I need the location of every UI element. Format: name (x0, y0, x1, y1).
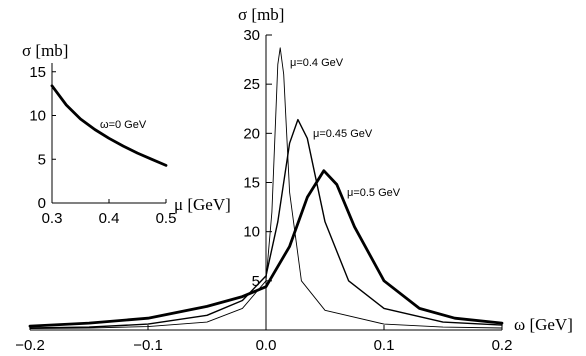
series-label-mu-0-4: μ=0.4 GeV (290, 57, 344, 69)
main-series-line-0 (29, 47, 503, 329)
main-y-tick-label: 10 (243, 224, 260, 241)
main-y-tick-label: 25 (243, 76, 260, 93)
main-y-tick-label: 30 (243, 27, 260, 44)
inset-y-tick-label: 10 (29, 108, 46, 125)
series-label-mu-0-45: μ=0.45 GeV (313, 128, 373, 140)
inset-annotation: ω=0 GeV (100, 119, 147, 131)
inset-x-tick-label: 0.4 (99, 210, 120, 227)
main-y-tick-label: 15 (243, 175, 260, 192)
inset-background (40, 55, 180, 210)
inset-y-axis-label: σ [mb] (22, 41, 68, 60)
inset-y-tick-label: 5 (38, 151, 46, 168)
main-series-line-2 (28, 169, 504, 328)
inset-y-ticks: 0 5 10 15 (29, 64, 56, 212)
main-x-tick-label: 0.0 (256, 337, 277, 354)
main-y-tick-label: 20 (243, 125, 260, 142)
inset-series-line-0 (50, 84, 168, 167)
inset-series-group (50, 84, 168, 167)
inset-x-tick-label: 0.3 (42, 210, 63, 227)
main-x-tick-label: 0.2 (492, 337, 513, 354)
main-x-tick-label: −0.2 (15, 337, 45, 354)
inset-axes: 0.3 0.4 0.5 0 5 10 15 (29, 55, 180, 227)
main-y-ticks: 5 10 15 20 25 30 (243, 27, 272, 290)
inset-y-tick-label: 0 (38, 195, 46, 212)
main-series-line-1 (29, 118, 503, 329)
main-x-tick-label: 0.1 (374, 337, 395, 354)
series-label-mu-0-5: μ=0.5 GeV (347, 187, 401, 199)
inset-x-axis-label: μ [GeV] (174, 195, 231, 214)
main-axes: −0.2 −0.1 0.0 0.1 0.2 5 10 15 20 25 30 (15, 27, 512, 354)
inset-x-ticks: 0.3 0.4 0.5 (42, 199, 177, 227)
main-series-group (28, 47, 504, 329)
inset-x-tick-label: 0.5 (156, 210, 177, 227)
main-x-ticks: −0.2 −0.1 0.0 0.1 0.2 (15, 325, 512, 354)
main-x-axis-label: ω [GeV] (514, 315, 573, 334)
main-y-axis-label: σ [mb] (238, 5, 284, 24)
main-y-tick-label: 5 (252, 273, 260, 290)
main-x-tick-label: −0.1 (133, 337, 163, 354)
inset-y-tick-label: 15 (29, 64, 46, 81)
